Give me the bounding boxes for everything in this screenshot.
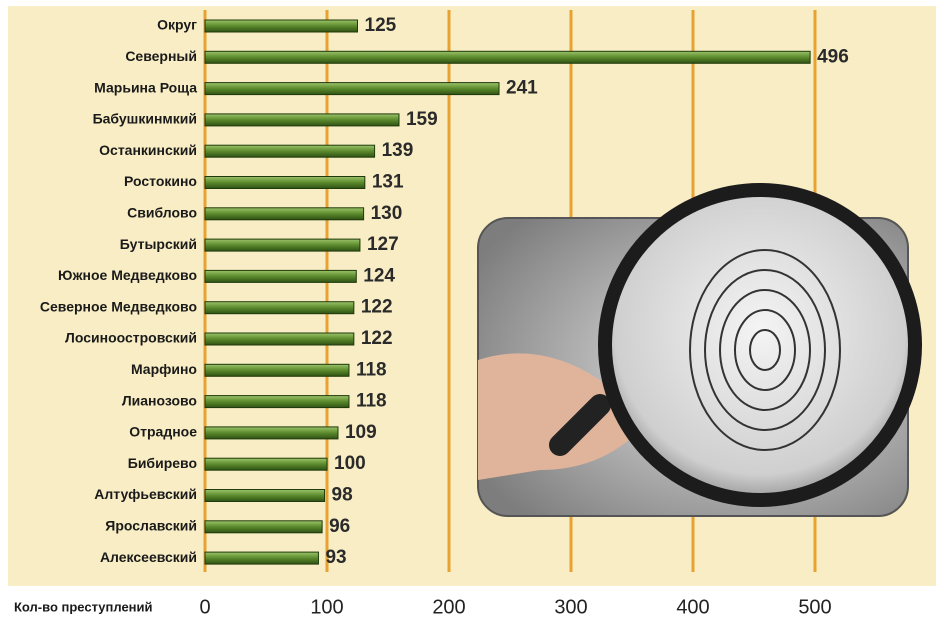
value-label: 109: [345, 422, 377, 443]
bar: [205, 270, 356, 282]
value-label: 496: [817, 46, 849, 67]
value-label: 118: [356, 391, 387, 412]
value-label: 93: [325, 547, 346, 568]
y-tick-label: Алексеевский: [100, 549, 197, 565]
bar: [205, 490, 325, 502]
y-tick-label: Марьина Роща: [94, 79, 197, 95]
y-tick-label: Останкинский: [99, 142, 197, 158]
x-tick-label: 200: [432, 596, 465, 618]
bar: [205, 427, 338, 439]
y-tick-label: Южное Медведково: [58, 267, 197, 283]
value-label: 139: [382, 140, 414, 161]
value-label: 131: [372, 172, 404, 193]
bar: [205, 208, 364, 220]
bar: [205, 20, 358, 32]
bar: [205, 145, 375, 157]
y-tick-label: Алтуфьевский: [94, 486, 197, 502]
x-tick-label: 100: [310, 596, 343, 618]
chart: 125 496 241 159 139 131 130 127 124 122 122 118 118 1…: [0, 0, 944, 620]
y-tick-label: Северный: [125, 48, 197, 64]
y-tick-label: Округ: [157, 17, 197, 33]
bar: [205, 552, 318, 564]
bar: [205, 83, 499, 95]
bar: [205, 177, 365, 189]
y-tick-label: Северное Медведково: [40, 298, 197, 314]
value-label: 130: [371, 203, 403, 224]
y-tick-label: Свиблово: [127, 205, 197, 221]
x-axis-title: Кол-во преступлений: [14, 599, 153, 614]
bar: [205, 396, 349, 408]
value-label: 98: [332, 485, 353, 506]
value-label: 118: [356, 359, 387, 380]
y-tick-label: Марфино: [131, 361, 197, 377]
value-label: 159: [406, 109, 438, 130]
x-tick-label: 300: [554, 596, 587, 618]
y-tick-label: Ростокино: [124, 173, 197, 189]
y-tick-label: Отрадное: [129, 424, 197, 440]
y-tick-label: Бабушкинмкий: [93, 111, 197, 127]
value-label: 100: [334, 453, 366, 474]
y-tick-label: Ярославский: [105, 518, 197, 534]
bar: [205, 364, 349, 376]
y-tick-label: Бутырский: [120, 236, 197, 252]
bar: [205, 239, 360, 251]
value-label: 124: [363, 265, 395, 286]
y-tick-label: Бибирево: [128, 455, 197, 471]
bar: [205, 458, 327, 470]
bar: [205, 521, 322, 533]
bar: [205, 302, 354, 314]
value-label: 127: [367, 234, 399, 255]
value-label: 122: [361, 328, 393, 349]
value-label: 241: [506, 78, 538, 99]
value-label: 125: [365, 15, 397, 36]
bar: [205, 114, 399, 126]
bar: [205, 333, 354, 345]
x-tick-label: 400: [676, 596, 709, 618]
value-label: 96: [329, 516, 350, 537]
y-tick-label: Лианозово: [122, 392, 197, 408]
x-tick-label: 500: [798, 596, 831, 618]
photo: [478, 190, 915, 516]
value-label: 122: [361, 297, 393, 318]
bar: [205, 51, 810, 63]
x-tick-label: 0: [199, 596, 210, 618]
y-tick-label: Лосиноостровский: [65, 330, 197, 346]
